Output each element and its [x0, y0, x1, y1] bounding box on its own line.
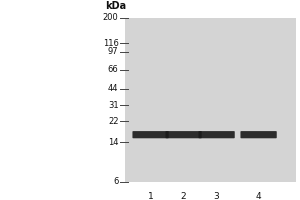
FancyBboxPatch shape [124, 18, 296, 182]
FancyBboxPatch shape [199, 131, 235, 138]
Text: 2: 2 [181, 192, 186, 200]
FancyBboxPatch shape [133, 131, 169, 138]
Text: 44: 44 [108, 84, 119, 93]
Text: 116: 116 [103, 39, 118, 48]
FancyBboxPatch shape [166, 131, 202, 138]
Text: 22: 22 [108, 117, 119, 126]
Text: 200: 200 [103, 14, 118, 22]
Text: 66: 66 [108, 65, 118, 74]
Text: 6: 6 [113, 178, 118, 186]
Text: 31: 31 [108, 101, 119, 110]
Text: 1: 1 [148, 192, 154, 200]
Text: 97: 97 [108, 47, 119, 56]
Text: kDa: kDa [105, 1, 126, 11]
Text: 3: 3 [214, 192, 220, 200]
Text: 14: 14 [108, 138, 119, 147]
Text: 4: 4 [256, 192, 261, 200]
FancyBboxPatch shape [241, 131, 277, 138]
